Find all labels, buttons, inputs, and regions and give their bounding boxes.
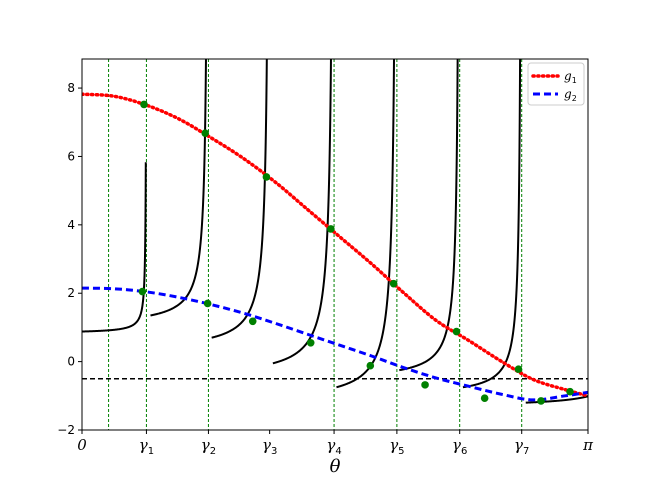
legend-box (527, 62, 585, 106)
intersection-point-11 (248, 317, 257, 326)
intersection-point-9 (138, 287, 147, 296)
tan-branch-4 (272, 59, 332, 365)
tan-branch-6 (399, 59, 459, 372)
series-g2 (82, 286, 588, 402)
x-tick-label-0: 0 (77, 436, 87, 454)
y-tick-label-4: 6 (67, 149, 75, 163)
plot-layer (82, 59, 588, 430)
intersection-point-3 (262, 173, 271, 181)
intersection-point-5 (389, 279, 398, 288)
y-tick-label-3: 4 (67, 218, 75, 232)
intersection-point-2 (201, 129, 210, 137)
tan-branch-2 (150, 59, 207, 317)
x-tick-label-4: γ4 (326, 436, 341, 457)
intersection-point-6 (452, 327, 461, 336)
y-tick-label-2: 2 (67, 286, 75, 300)
intersection-point-4 (327, 225, 335, 233)
x-tick-label-3: γ3 (262, 436, 277, 457)
intersection-point-14 (421, 381, 429, 389)
intersection-point-16 (537, 397, 545, 405)
tan-branch-5 (336, 59, 396, 389)
intersection-point-12 (306, 339, 315, 347)
tan-branch-8 (525, 395, 588, 404)
x-axis-label: θ (330, 456, 341, 477)
y-tick-label-0: −2 (57, 423, 75, 437)
intersection-point-13 (366, 361, 375, 370)
y-tick-label-5: 8 (67, 81, 75, 95)
x-tick-label-1: γ1 (139, 436, 154, 457)
x-tick-label-7: γ7 (514, 436, 529, 457)
intersection-point-10 (203, 299, 212, 308)
plot-frame (81, 58, 589, 431)
plot-area (82, 59, 588, 430)
intersection-point-7 (514, 365, 523, 373)
tan-branch-3 (211, 59, 268, 339)
y-tick-label-1: 0 (67, 355, 75, 369)
x-tick-label-6: γ6 (452, 436, 467, 457)
x-tick-label-5: γ5 (389, 436, 404, 457)
intersection-point-8 (566, 387, 574, 396)
series-g1 (82, 92, 588, 398)
tan-branch-1 (82, 162, 147, 333)
intersection-point-15 (480, 394, 489, 403)
x-tick-label-8: π (582, 436, 594, 454)
x-tick-label-2: γ2 (201, 436, 216, 457)
intersection-point-1 (140, 100, 148, 109)
